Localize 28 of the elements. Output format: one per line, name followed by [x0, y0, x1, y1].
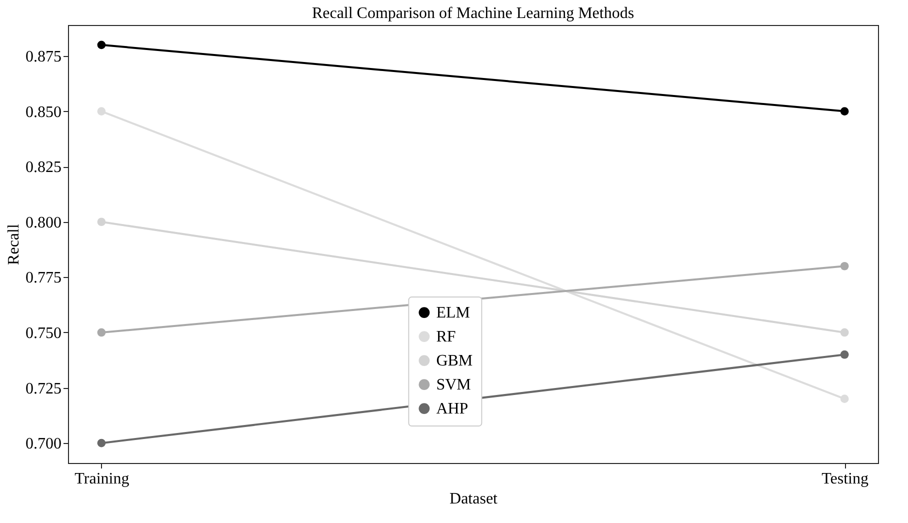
x-axis-title: Dataset — [450, 490, 498, 508]
y-tick-label: 0.775 — [26, 270, 62, 287]
point — [840, 328, 849, 337]
chart-title: Recall Comparison of Machine Learning Methods — [312, 5, 634, 22]
point — [840, 107, 849, 116]
legend-label: SVM — [436, 376, 471, 394]
y-tick-label: 0.800 — [26, 214, 62, 232]
point — [97, 328, 106, 337]
point — [97, 107, 106, 116]
x-tick-label: Testing — [822, 470, 868, 488]
legend-label: ELM — [436, 304, 470, 322]
legend-label: RF — [436, 328, 456, 346]
point — [840, 394, 849, 404]
point — [97, 40, 106, 50]
point — [840, 350, 849, 359]
y-tick-label: 0.875 — [26, 48, 62, 66]
y-tick-label: 0.700 — [26, 436, 62, 453]
y-tick-label: 0.850 — [26, 104, 62, 121]
y-axis-title: Recall — [6, 224, 22, 265]
point — [97, 218, 106, 226]
legend-label: AHP — [436, 400, 468, 418]
x-tick-label: Training — [74, 470, 130, 488]
y-tick-label: 0.750 — [26, 324, 62, 342]
legend-label: GBM — [436, 352, 473, 370]
y-tick-label: 0.825 — [26, 159, 62, 176]
y-tick-label: 0.725 — [26, 380, 62, 398]
point — [97, 438, 106, 448]
point — [840, 262, 849, 270]
